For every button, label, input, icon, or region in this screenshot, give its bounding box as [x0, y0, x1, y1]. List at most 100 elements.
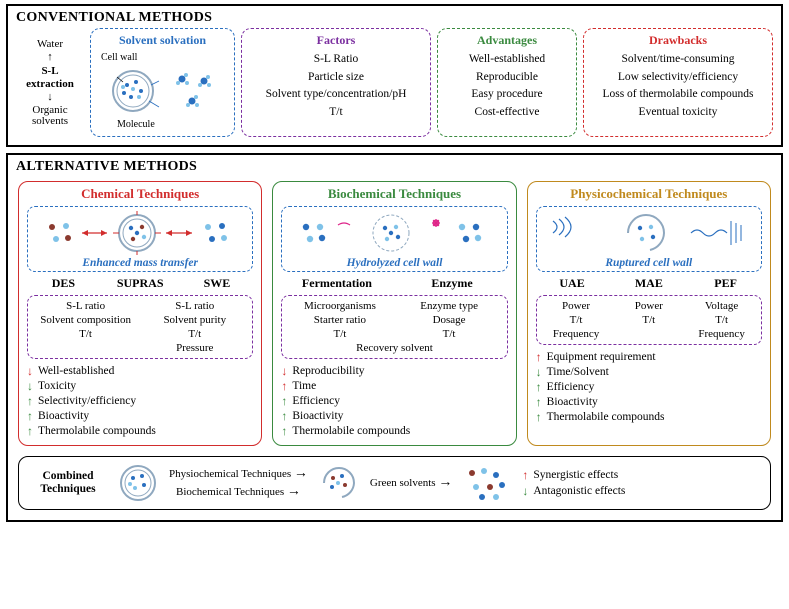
- factor: T/t: [715, 314, 728, 326]
- bullet-text: Bioactivity: [547, 396, 598, 408]
- drawbacks-title: Drawbacks: [594, 33, 762, 48]
- alternative-grid: Chemical Techniques: [8, 177, 781, 454]
- bullet-text: Thermolabile compounds: [292, 425, 410, 437]
- arrow-up-icon: ↑: [536, 381, 542, 393]
- physicochemical-bullets: ↑ Equipment requirement ↓ Time/Solvent ↑ Ef…: [536, 351, 762, 423]
- advantages-title: Advantages: [448, 33, 566, 48]
- drawbacks-box: Drawbacks Solvent/time-consuming Low sel…: [583, 28, 773, 137]
- factor: T/t: [79, 328, 92, 340]
- bullet-text: Well-established: [38, 365, 114, 377]
- solvent-solvation-illustration: [101, 67, 224, 115]
- broken-cell-icon: [318, 463, 360, 503]
- factor: Microorganisms: [304, 300, 376, 312]
- biochemical-panel: Biochemical Techniques: [272, 181, 516, 446]
- bullet-text: Efficiency: [547, 381, 595, 393]
- factor: Power: [635, 300, 663, 312]
- molecule-label: Molecule: [117, 119, 224, 130]
- factor: Pressure: [176, 342, 213, 354]
- arrow-down-icon: ↓: [27, 365, 33, 377]
- biochemical-illustration-box: Hydrolyzed cell wall: [281, 206, 507, 272]
- bullet-text: Bioactivity: [292, 410, 343, 422]
- factor: T/t: [188, 328, 201, 340]
- sub-swe: SWE: [181, 276, 254, 291]
- arrow-down-icon: ↓: [522, 485, 528, 497]
- hydrolyzed-cell-icon: [286, 211, 496, 255]
- combined-mid-labels: Physiochemical Techniques → Biochemical …: [169, 466, 308, 500]
- physicochemical-caption: Ruptured cell wall: [541, 257, 757, 269]
- arrow-up-icon: ↑: [27, 425, 33, 437]
- arrow-up-icon: ↑: [536, 411, 542, 423]
- extracted-dots-icon: [462, 463, 512, 503]
- alternative-panel: ALTERNATIVE METHODS Chemical Techniques: [6, 153, 783, 522]
- factor: T/t: [333, 328, 346, 340]
- combined-mid1: Physiochemical Techniques →: [169, 466, 308, 482]
- cell-wall-label: Cell wall: [101, 52, 224, 63]
- organic-solvents-label: Organic solvents: [16, 105, 84, 127]
- factor: T/t: [570, 314, 583, 326]
- water-label: Water: [37, 38, 63, 50]
- enhanced-mass-transfer-icon: [32, 211, 242, 255]
- sub-enzyme: Enzyme: [397, 276, 508, 291]
- arrow-up-icon: ↑: [536, 396, 542, 408]
- advantages-box: Advantages Well-established Reproducible…: [437, 28, 577, 137]
- ruptured-cell-icon: [541, 211, 751, 255]
- factor: Power: [562, 300, 590, 312]
- factor: Frequency: [553, 328, 599, 340]
- sub-pef: PEF: [689, 276, 762, 291]
- arrow-up-icon: ↑: [27, 395, 33, 407]
- green-solvents-label: Green solvents →: [370, 475, 452, 491]
- biochemical-title: Biochemical Techniques: [281, 186, 507, 202]
- chemical-factors: S-L ratio Solvent composition T/t S-L ra…: [27, 295, 253, 359]
- factors-item: Particle size: [252, 70, 420, 86]
- factor: S-L ratio: [175, 300, 214, 312]
- arrow-up-icon: ↑: [281, 395, 287, 407]
- factor: T/t: [642, 314, 655, 326]
- factor: Recovery solvent: [288, 342, 500, 354]
- chemical-caption: Enhanced mass transfer: [32, 257, 248, 269]
- arrow-up-icon: ↑: [27, 410, 33, 422]
- bullet-text: Bioactivity: [38, 410, 89, 422]
- drawbacks-item: Solvent/time-consuming: [594, 52, 762, 68]
- factor: Enzyme type: [420, 300, 478, 312]
- sub-des: DES: [27, 276, 100, 291]
- combined-label: Combined Techniques: [29, 470, 107, 495]
- factor: Voltage: [705, 300, 738, 312]
- arrow-up-icon: ↑: [536, 351, 542, 363]
- factor: T/t: [443, 328, 456, 340]
- combined-effects: ↑Synergistic effects ↓Antagonistic effec…: [522, 469, 625, 497]
- conventional-panel: CONVENTIONAL METHODS Water ↑ S-L extract…: [6, 4, 783, 147]
- bullet-text: Selectivity/efficiency: [38, 395, 136, 407]
- combined-mid2: Biochemical Techniques →: [176, 484, 301, 500]
- cell-icon: [109, 67, 164, 115]
- bullet-text: Reproducibility: [292, 365, 364, 377]
- factors-item: S-L Ratio: [252, 52, 420, 68]
- alternative-title: ALTERNATIVE METHODS: [8, 155, 781, 177]
- molecules-icon: [170, 67, 216, 115]
- physicochemical-panel: Physicochemical Techniques: [527, 181, 771, 446]
- bullet-text: Time: [292, 380, 316, 392]
- chemical-bullets: ↓ Well-established ↓ Toxicity ↑ Selectivity…: [27, 365, 253, 437]
- advantages-item: Cost-effective: [448, 105, 566, 121]
- arrow-down-icon: ↓: [27, 380, 33, 392]
- bullet-text: Thermolabile compounds: [547, 411, 665, 423]
- factor: Solvent purity: [163, 314, 226, 326]
- antagonistic-label: Antagonistic effects: [533, 485, 625, 497]
- chemical-illustration-box: Enhanced mass transfer: [27, 206, 253, 272]
- solvent-solvation-box: Solvent solvation Cell wall: [90, 28, 235, 137]
- bullet-text: Equipment requirement: [547, 351, 656, 363]
- factors-title: Factors: [252, 33, 420, 48]
- bullet-text: Efficiency: [292, 395, 340, 407]
- drawbacks-item: Eventual toxicity: [594, 105, 762, 121]
- conventional-title: CONVENTIONAL METHODS: [8, 6, 781, 28]
- sub-mae: MAE: [612, 276, 685, 291]
- advantages-item: Well-established: [448, 52, 566, 68]
- sub-uae: UAE: [536, 276, 609, 291]
- arrow-down-icon: ↓: [536, 366, 542, 378]
- advantages-item: Reproducible: [448, 70, 566, 86]
- biochemical-caption: Hydrolyzed cell wall: [286, 257, 502, 269]
- bullet-text: Toxicity: [38, 380, 76, 392]
- drawbacks-item: Low selectivity/efficiency: [594, 70, 762, 86]
- bullet-text: Time/Solvent: [547, 366, 609, 378]
- arrow-up-icon: ↑: [281, 380, 287, 392]
- arrow-up-icon: ↑: [47, 52, 53, 63]
